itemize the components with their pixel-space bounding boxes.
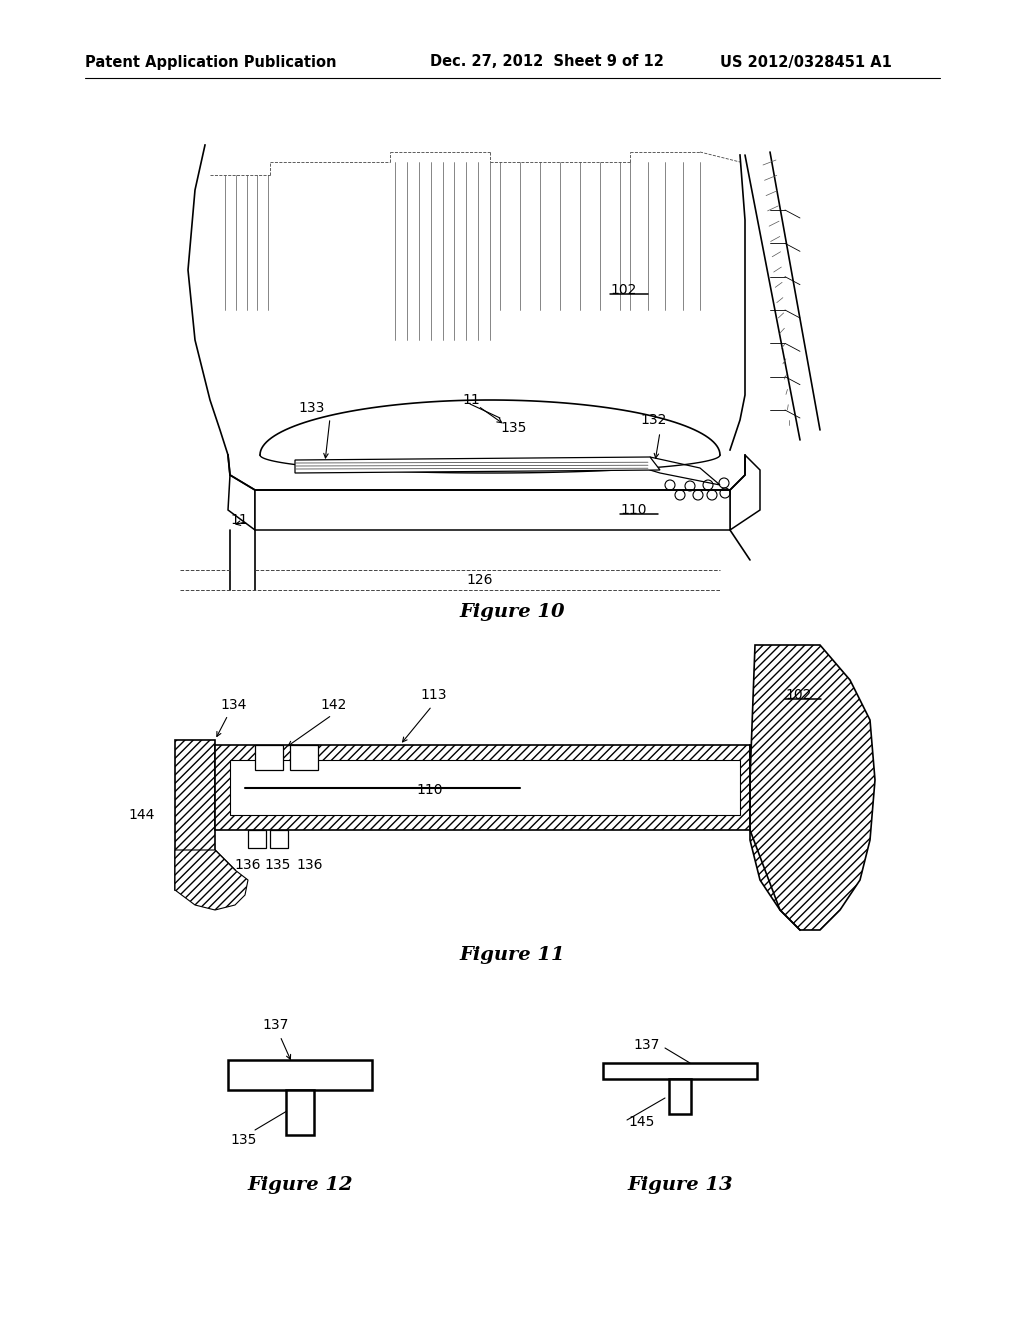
Text: Figure 12: Figure 12 — [247, 1176, 353, 1195]
Text: 110: 110 — [417, 783, 443, 797]
Text: 102: 102 — [610, 282, 636, 297]
Polygon shape — [230, 760, 740, 814]
Text: 137: 137 — [262, 1018, 289, 1032]
Text: US 2012/0328451 A1: US 2012/0328451 A1 — [720, 54, 892, 70]
Text: 144: 144 — [129, 808, 155, 822]
Text: Figure 13: Figure 13 — [627, 1176, 733, 1195]
Text: Patent Application Publication: Patent Application Publication — [85, 54, 337, 70]
Polygon shape — [650, 457, 720, 484]
Polygon shape — [228, 475, 255, 531]
Text: 136: 136 — [297, 858, 324, 873]
Polygon shape — [255, 490, 730, 531]
Text: 145: 145 — [628, 1115, 654, 1129]
Text: 11: 11 — [230, 513, 248, 527]
Text: 126: 126 — [467, 573, 494, 587]
Polygon shape — [175, 741, 234, 890]
Text: 142: 142 — [319, 698, 346, 711]
Text: Figure 10: Figure 10 — [459, 603, 565, 620]
Polygon shape — [270, 830, 288, 847]
Polygon shape — [215, 744, 750, 830]
Text: 137: 137 — [634, 1038, 660, 1052]
Text: 135: 135 — [230, 1133, 256, 1147]
Text: Figure 11: Figure 11 — [459, 946, 565, 964]
Polygon shape — [669, 1078, 691, 1114]
Text: 136: 136 — [234, 858, 261, 873]
Polygon shape — [750, 645, 874, 931]
Text: 134: 134 — [220, 698, 247, 711]
Text: 102: 102 — [785, 688, 811, 702]
Polygon shape — [295, 457, 660, 473]
Polygon shape — [730, 455, 760, 531]
Polygon shape — [286, 1090, 314, 1135]
Text: 113: 113 — [420, 688, 446, 702]
Polygon shape — [175, 850, 248, 909]
Polygon shape — [603, 1063, 757, 1078]
Polygon shape — [228, 1060, 372, 1090]
Polygon shape — [248, 830, 266, 847]
Polygon shape — [290, 744, 318, 770]
Text: 132: 132 — [640, 413, 667, 426]
Text: 135: 135 — [500, 421, 526, 436]
Polygon shape — [255, 744, 283, 770]
Text: 11: 11 — [462, 393, 480, 407]
Text: 110: 110 — [620, 503, 646, 517]
Text: 135: 135 — [265, 858, 291, 873]
Text: Dec. 27, 2012  Sheet 9 of 12: Dec. 27, 2012 Sheet 9 of 12 — [430, 54, 664, 70]
Text: 133: 133 — [298, 401, 325, 414]
